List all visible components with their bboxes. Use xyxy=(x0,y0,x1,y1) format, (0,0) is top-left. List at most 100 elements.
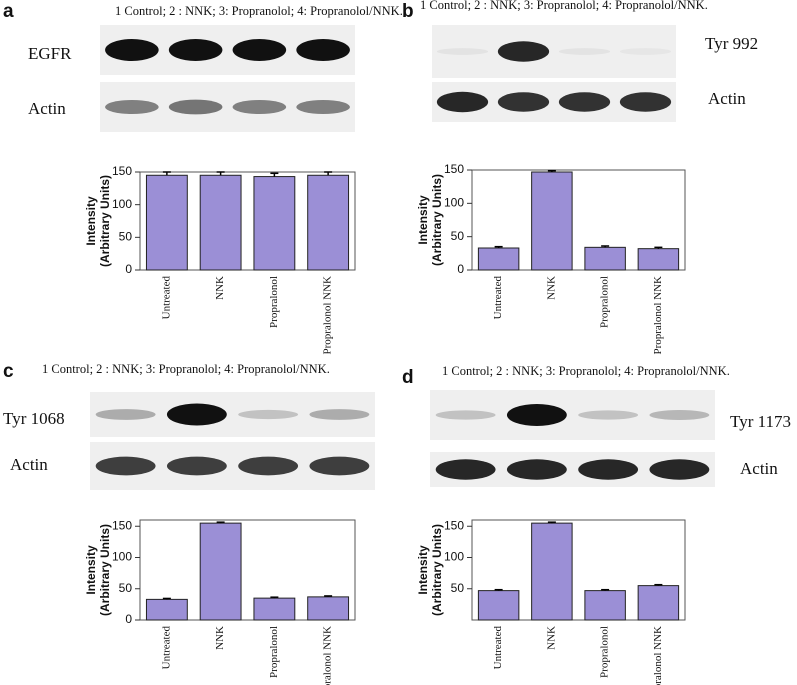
blot-label: EGFR xyxy=(28,44,72,63)
blot-band xyxy=(238,456,299,476)
panel-letter: a xyxy=(3,1,14,22)
x-tick-label: Untreated xyxy=(160,276,172,320)
blot-band xyxy=(435,459,496,480)
blot-band xyxy=(232,100,287,114)
x-tick-label: Propralonol NNK xyxy=(322,276,334,355)
x-tick-label: Propralonol xyxy=(599,276,611,328)
y-tick-label: 150 xyxy=(444,162,464,176)
plot-frame xyxy=(471,169,686,271)
plot-frame xyxy=(471,519,686,621)
blot-band xyxy=(296,100,350,114)
blot-image xyxy=(90,392,375,437)
blot-band xyxy=(619,48,672,55)
bar xyxy=(477,247,520,271)
blot-band xyxy=(558,92,611,112)
x-tick-label: Propralonol xyxy=(268,626,280,678)
blot-band xyxy=(95,409,156,420)
bar xyxy=(145,598,188,621)
plot-frame xyxy=(139,519,356,621)
bar xyxy=(253,597,296,621)
blot-band xyxy=(296,39,350,61)
y-tick-label: 100 xyxy=(444,550,464,564)
blot-band xyxy=(105,39,159,61)
x-tick-label: NNK xyxy=(214,276,226,300)
y-tick-label: 100 xyxy=(112,550,132,564)
y-tick-label: 50 xyxy=(451,581,465,595)
y-tick-label: 0 xyxy=(457,262,464,276)
bar xyxy=(477,590,520,621)
bar xyxy=(253,176,296,271)
blot-band xyxy=(619,92,672,112)
x-tick-label: Propralonol NNK xyxy=(652,626,664,685)
blot-band xyxy=(435,410,496,420)
x-tick-label: Untreated xyxy=(492,626,504,670)
bar xyxy=(584,590,626,621)
blot-band xyxy=(578,410,639,420)
panel-letter: d xyxy=(402,367,414,388)
blot-label: Actin xyxy=(10,455,48,474)
blot-band xyxy=(95,456,156,476)
bar xyxy=(531,171,573,271)
blot-band xyxy=(649,410,710,420)
y-axis-label: Intensity xyxy=(416,545,430,595)
blot-label: Actin xyxy=(28,99,66,118)
bar xyxy=(307,174,350,271)
blot-band xyxy=(166,403,227,426)
caption: 1 Control; 2 : NNK; 3: Propranolol; 4: P… xyxy=(42,362,330,376)
panel-letter: b xyxy=(402,1,414,22)
caption: 1 Control; 2 : NNK; 3: Propranolol; 4: P… xyxy=(115,4,403,18)
x-tick-label: NNK xyxy=(214,626,226,650)
x-tick-label: Propralonol NNK xyxy=(322,626,334,685)
y-tick-label: 0 xyxy=(125,612,132,626)
blot-image xyxy=(430,390,715,440)
blot-band xyxy=(506,459,567,480)
x-tick-label: Propralonol xyxy=(599,626,611,678)
panel-letter: c xyxy=(3,361,14,382)
y-tick-label: 50 xyxy=(119,581,133,595)
y-axis-label: Intensity xyxy=(416,195,430,245)
blot-label: Tyr 992 xyxy=(705,34,758,53)
y-axis-label: (Arbitrary Units) xyxy=(98,524,112,616)
blot-image xyxy=(432,25,676,78)
blot-band xyxy=(168,99,223,115)
y-axis-label: (Arbitrary Units) xyxy=(98,175,112,267)
blot-band xyxy=(497,41,550,62)
x-tick-label: NNK xyxy=(545,626,557,650)
y-tick-label: 150 xyxy=(112,518,132,532)
y-tick-label: 100 xyxy=(444,196,464,210)
blot-band xyxy=(578,459,639,480)
blot-band xyxy=(105,100,159,114)
y-tick-label: 150 xyxy=(112,164,132,178)
y-tick-label: 100 xyxy=(112,197,132,211)
blot-band xyxy=(309,409,370,420)
blot-label: Actin xyxy=(740,459,778,478)
blot-band xyxy=(497,92,550,112)
y-tick-label: 50 xyxy=(451,229,465,243)
x-tick-label: Untreated xyxy=(492,276,504,320)
x-tick-label: Propralonol xyxy=(268,276,280,328)
blot-band xyxy=(649,459,710,480)
bar xyxy=(199,522,242,621)
y-axis-label: Intensity xyxy=(84,196,98,246)
bar xyxy=(307,596,350,621)
blot-label: Actin xyxy=(708,89,746,108)
x-tick-label: Untreated xyxy=(160,626,172,670)
bar xyxy=(637,248,680,271)
blot-band xyxy=(166,456,227,476)
y-axis-label: (Arbitrary Units) xyxy=(430,174,444,266)
y-axis-label: (Arbitrary Units) xyxy=(430,524,444,616)
blot-band xyxy=(506,404,567,426)
y-axis-label: Intensity xyxy=(84,545,98,595)
bar xyxy=(145,174,188,271)
blot-band xyxy=(238,409,299,420)
blot-label: Tyr 1068 xyxy=(3,409,65,428)
x-tick-label: Propralonol NNK xyxy=(652,276,664,355)
y-tick-label: 50 xyxy=(119,230,133,244)
blot-band xyxy=(436,91,489,113)
blot-band xyxy=(558,48,611,55)
x-tick-label: NNK xyxy=(545,276,557,300)
y-tick-label: 150 xyxy=(444,518,464,532)
y-tick-label: 0 xyxy=(125,262,132,276)
plot-frame xyxy=(139,171,356,271)
